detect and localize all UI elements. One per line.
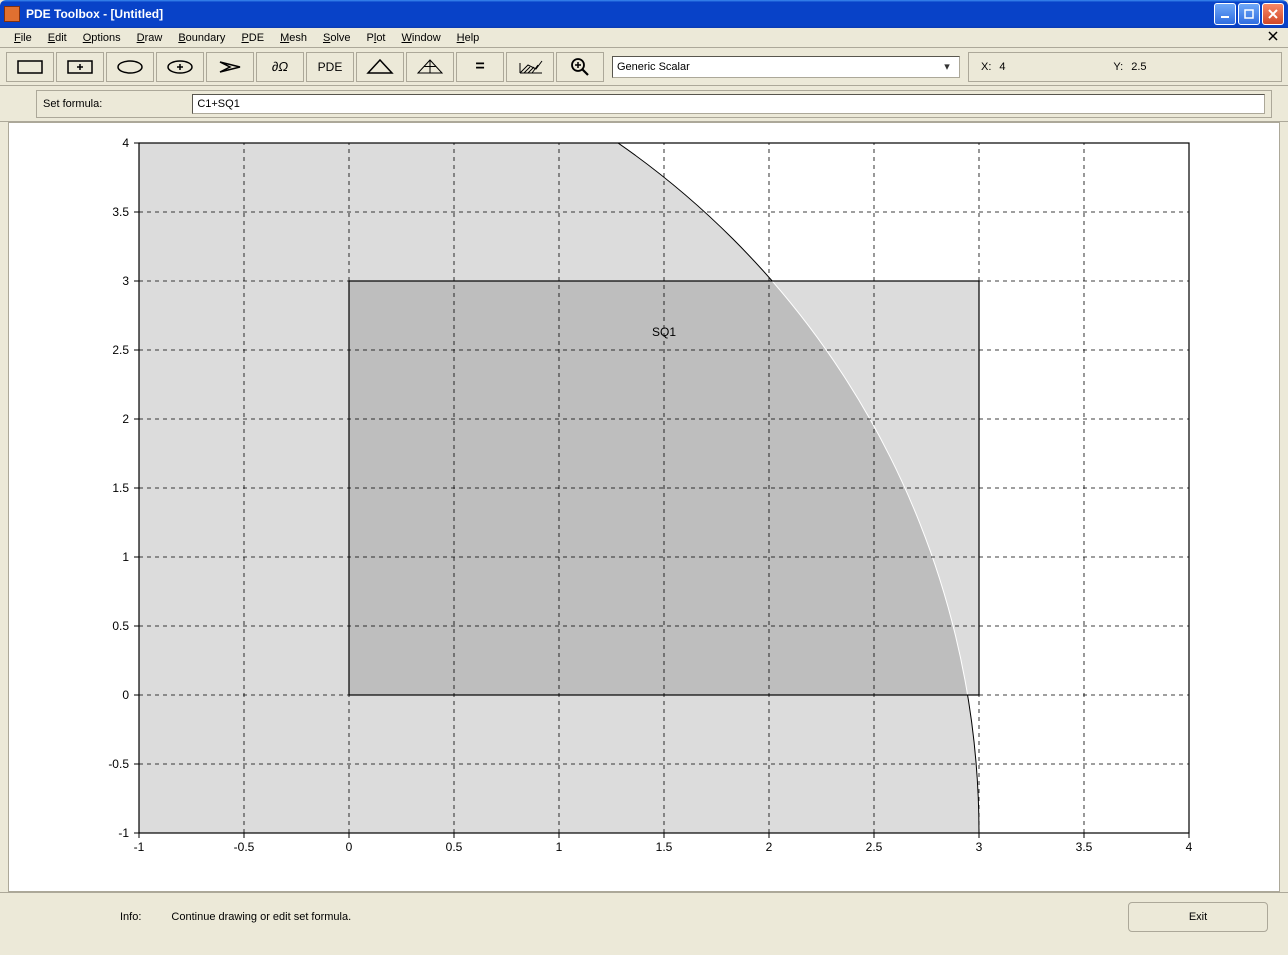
tool-mesh-init[interactable] bbox=[356, 52, 404, 82]
menu-plot[interactable]: Plot bbox=[359, 30, 394, 46]
menu-boundary[interactable]: Boundary bbox=[170, 30, 233, 46]
toolbar: ∂Ω PDE = Generic Scalar ▾ X: 4 Y: 2.5 bbox=[0, 48, 1288, 86]
svg-text:-0.5: -0.5 bbox=[234, 840, 255, 854]
svg-text:3.5: 3.5 bbox=[112, 205, 129, 219]
menu-help[interactable]: Help bbox=[449, 30, 488, 46]
status-bar: Info: Continue drawing or edit set formu… bbox=[0, 892, 1288, 940]
exit-button[interactable]: Exit bbox=[1128, 902, 1268, 932]
titlebar: PDE Toolbox - [Untitled] bbox=[0, 0, 1288, 28]
svg-text:2.5: 2.5 bbox=[112, 343, 129, 357]
info-text: Continue drawing or edit set formula. bbox=[171, 911, 1128, 923]
svg-text:2: 2 bbox=[766, 840, 773, 854]
application-selector-value: Generic Scalar bbox=[617, 61, 939, 73]
close-button[interactable] bbox=[1262, 3, 1284, 25]
svg-text:-1: -1 bbox=[134, 840, 145, 854]
svg-text:0.5: 0.5 bbox=[446, 840, 463, 854]
svg-text:4: 4 bbox=[122, 136, 129, 150]
svg-text:0: 0 bbox=[346, 840, 353, 854]
svg-text:-0.5: -0.5 bbox=[108, 757, 129, 771]
tool-mesh-refine[interactable] bbox=[406, 52, 454, 82]
boundary-icon: ∂Ω bbox=[272, 59, 288, 74]
svg-text:2.5: 2.5 bbox=[866, 840, 883, 854]
menu-draw[interactable]: Draw bbox=[129, 30, 171, 46]
app-icon bbox=[4, 6, 20, 22]
plot-container: -1 -0.5 0 0.5 1 1.5 2 2.5 3 3.5 4 -1 -0.5 0 0.5 1 1.5 2 2.… bbox=[8, 122, 1280, 892]
svg-text:SQ1: SQ1 bbox=[652, 325, 676, 339]
menu-options[interactable]: Options bbox=[75, 30, 129, 46]
menu-mesh[interactable]: Mesh bbox=[272, 30, 315, 46]
application-selector[interactable]: Generic Scalar ▾ bbox=[612, 56, 960, 78]
plot-canvas[interactable]: -1 -0.5 0 0.5 1 1.5 2 2.5 3 3.5 4 -1 -0.5 0 0.5 1 1.5 2 2.… bbox=[29, 133, 1229, 873]
tool-rectangle-center[interactable] bbox=[56, 52, 104, 82]
svg-text:4: 4 bbox=[1186, 840, 1193, 854]
equals-icon: = bbox=[475, 58, 484, 76]
tool-rectangle[interactable] bbox=[6, 52, 54, 82]
svg-text:3: 3 bbox=[976, 840, 983, 854]
coordinate-panel: X: 4 Y: 2.5 bbox=[968, 52, 1282, 82]
maximize-button[interactable] bbox=[1238, 3, 1260, 25]
svg-text:0.5: 0.5 bbox=[112, 619, 129, 633]
window-title: PDE Toolbox - [Untitled] bbox=[26, 7, 1212, 21]
menubar: File Edit Options Draw Boundary PDE Mesh… bbox=[0, 28, 1288, 48]
svg-text:1.5: 1.5 bbox=[656, 840, 673, 854]
chevron-down-icon: ▾ bbox=[939, 60, 955, 73]
tool-zoom[interactable] bbox=[556, 52, 604, 82]
coord-x-label: X: bbox=[981, 61, 991, 73]
exit-button-label: Exit bbox=[1189, 911, 1207, 923]
mdi-close-icon[interactable] bbox=[1264, 31, 1282, 44]
svg-text:-1: -1 bbox=[118, 826, 129, 840]
svg-text:3: 3 bbox=[122, 274, 129, 288]
menu-file[interactable]: File bbox=[6, 30, 40, 46]
svg-text:0: 0 bbox=[122, 688, 129, 702]
formula-label: Set formula: bbox=[43, 98, 102, 110]
menu-edit[interactable]: Edit bbox=[40, 30, 75, 46]
formula-input[interactable] bbox=[192, 94, 1265, 114]
svg-text:1: 1 bbox=[122, 550, 129, 564]
minimize-button[interactable] bbox=[1214, 3, 1236, 25]
tool-polygon[interactable] bbox=[206, 52, 254, 82]
tool-pde-mode[interactable]: PDE bbox=[306, 52, 354, 82]
pde-label: PDE bbox=[318, 60, 343, 74]
menu-solve[interactable]: Solve bbox=[315, 30, 359, 46]
coord-y-label: Y: bbox=[1113, 61, 1123, 73]
formula-bar: Set formula: bbox=[0, 86, 1288, 122]
coord-y-value: 2.5 bbox=[1131, 61, 1241, 73]
tool-plot-3d[interactable] bbox=[506, 52, 554, 82]
coord-x-value: 4 bbox=[999, 61, 1109, 73]
svg-text:1: 1 bbox=[556, 840, 563, 854]
svg-text:3.5: 3.5 bbox=[1076, 840, 1093, 854]
tool-ellipse[interactable] bbox=[106, 52, 154, 82]
tool-solve[interactable]: = bbox=[456, 52, 504, 82]
svg-text:1.5: 1.5 bbox=[112, 481, 129, 495]
svg-text:2: 2 bbox=[122, 412, 129, 426]
tool-ellipse-center[interactable] bbox=[156, 52, 204, 82]
info-label: Info: bbox=[120, 911, 141, 923]
tool-boundary-mode[interactable]: ∂Ω bbox=[256, 52, 304, 82]
menu-window[interactable]: Window bbox=[394, 30, 449, 46]
menu-pde[interactable]: PDE bbox=[233, 30, 272, 46]
